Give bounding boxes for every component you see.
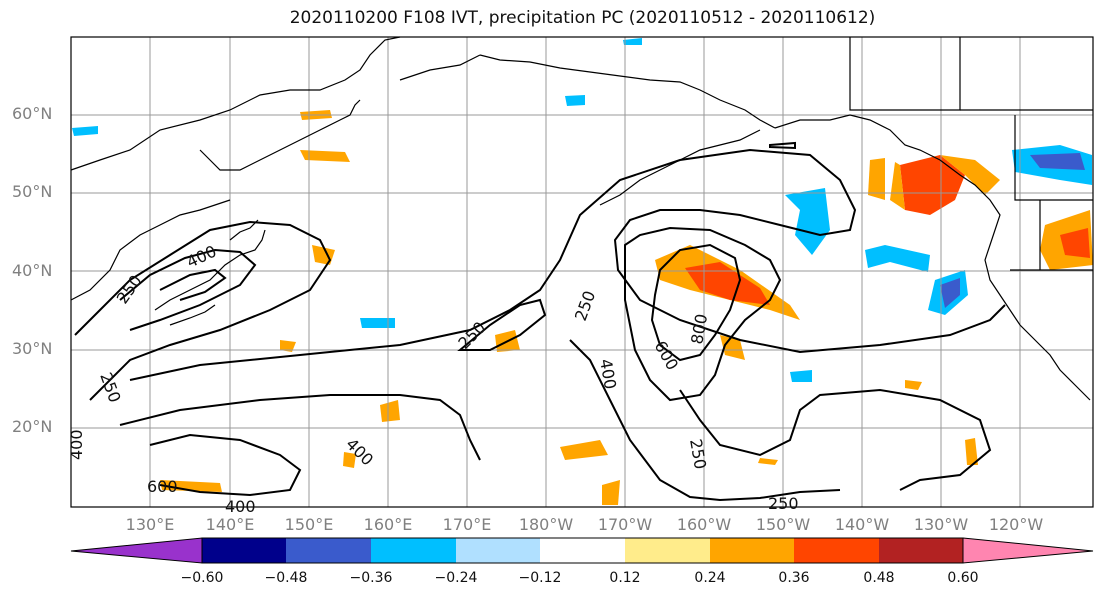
contour-label: 600	[651, 338, 683, 374]
colorbar-frame	[201, 537, 964, 564]
colorbar-extend-high	[962, 537, 1094, 564]
contour-label: 400	[225, 497, 256, 516]
colorbar-bin	[540, 538, 625, 563]
lat-label: 60°N	[12, 104, 53, 123]
map-title: 2020110200 F108 IVT, precipitation PC (2…	[289, 8, 876, 28]
lon-label: 180°W	[518, 515, 574, 534]
colorbar-bin	[879, 538, 963, 563]
lon-label: 140°W	[834, 515, 890, 534]
lon-label: 130°E	[125, 515, 175, 534]
lon-label: 150°W	[755, 515, 811, 534]
lon-label: 150°E	[284, 515, 334, 534]
precip-negative-patches	[72, 38, 1092, 382]
lat-label: 20°N	[12, 417, 53, 436]
colorbar-tick-label: −0.12	[518, 570, 562, 586]
contour-label: 800	[687, 312, 711, 345]
contour-label: 250	[113, 271, 146, 307]
contour-label: 250	[96, 370, 124, 405]
colorbar-tick-label: 0.48	[863, 570, 895, 586]
colorbar-tick-label: −0.48	[264, 570, 308, 586]
lon-label: 140°E	[205, 515, 255, 534]
coastlines	[70, 36, 1093, 401]
colorbar-tick-label: 0.60	[947, 570, 979, 586]
colorbar-extend-low	[70, 537, 203, 564]
colorbar-tick-label: 0.36	[778, 570, 810, 586]
colorbar-bin	[710, 538, 794, 563]
contour-label: 600	[147, 477, 178, 496]
contour-label: 400	[184, 241, 220, 271]
lon-label: 120°W	[988, 515, 1044, 534]
colorbar-bin	[371, 538, 456, 563]
colorbar-bin	[794, 538, 879, 563]
contour-label: 400	[67, 429, 86, 460]
colorbar	[70, 537, 1094, 564]
lon-label: 130°W	[913, 515, 969, 534]
contour-label: 250	[768, 494, 799, 513]
colorbar-bin	[456, 538, 540, 563]
graticule	[71, 37, 1093, 507]
lon-label: 160°E	[363, 515, 413, 534]
lat-label: 40°N	[12, 261, 53, 280]
colorbar-tick-label: −0.24	[434, 570, 478, 586]
lon-label: 160°W	[676, 515, 732, 534]
colorbar-bin	[625, 538, 710, 563]
colorbar-bin	[286, 538, 371, 563]
colorbar-tick-label: −0.60	[180, 570, 224, 586]
contour-label: 250	[571, 288, 599, 323]
ivt-contours	[74, 141, 1006, 502]
lon-label: 170°E	[442, 515, 492, 534]
lat-label: 50°N	[12, 182, 53, 201]
lat-label: 30°N	[12, 339, 53, 358]
contour-label: 400	[596, 357, 620, 390]
colorbar-tick-label: 0.24	[694, 570, 726, 586]
map-frame	[70, 36, 1094, 508]
contour-label: 250	[686, 437, 710, 470]
colorbar-bin	[202, 538, 286, 563]
colorbar-tick-label: 0.12	[609, 570, 641, 586]
lon-label: 170°W	[597, 515, 653, 534]
precip-positive-patches	[160, 110, 1093, 505]
colorbar-tick-label: −0.36	[349, 570, 393, 586]
